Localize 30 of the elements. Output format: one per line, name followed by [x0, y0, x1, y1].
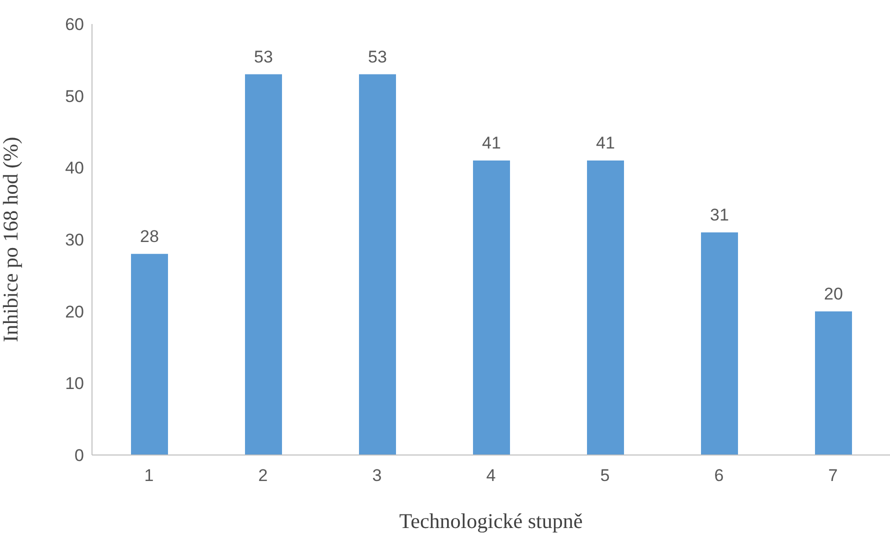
x-tick-label: 4: [486, 466, 496, 486]
y-tick-label: 0: [74, 446, 84, 466]
data-label: 53: [254, 47, 273, 66]
bar: [473, 160, 510, 455]
data-label: 28: [140, 226, 159, 246]
y-tick-label: 60: [65, 15, 84, 34]
x-tick-label: 1: [144, 466, 154, 486]
y-tick-label: 20: [65, 302, 84, 322]
data-label: 31: [710, 205, 729, 224]
y-tick-label: 50: [65, 86, 84, 106]
data-label: 41: [596, 133, 615, 152]
y-tick-label: 40: [65, 158, 84, 178]
x-axis-title: Technologické stupně: [399, 509, 583, 533]
bar: [359, 74, 396, 455]
x-tick-label: 5: [600, 466, 610, 486]
bar: [587, 160, 624, 455]
y-axis-title: Inhibice po 168 hod (%): [0, 136, 22, 342]
x-tick-label: 2: [258, 466, 268, 486]
y-tick-label: 10: [65, 374, 84, 394]
data-label: 20: [824, 284, 843, 304]
bar: [245, 74, 282, 455]
bar: [131, 254, 168, 455]
bar: [701, 232, 738, 455]
x-tick-label: 7: [828, 466, 838, 486]
x-tick-label: 3: [372, 466, 382, 486]
y-tick-label: 30: [65, 230, 84, 250]
data-label: 41: [482, 133, 501, 152]
x-tick-label: 6: [714, 466, 724, 486]
bar: [815, 311, 852, 455]
data-label: 53: [368, 47, 387, 66]
